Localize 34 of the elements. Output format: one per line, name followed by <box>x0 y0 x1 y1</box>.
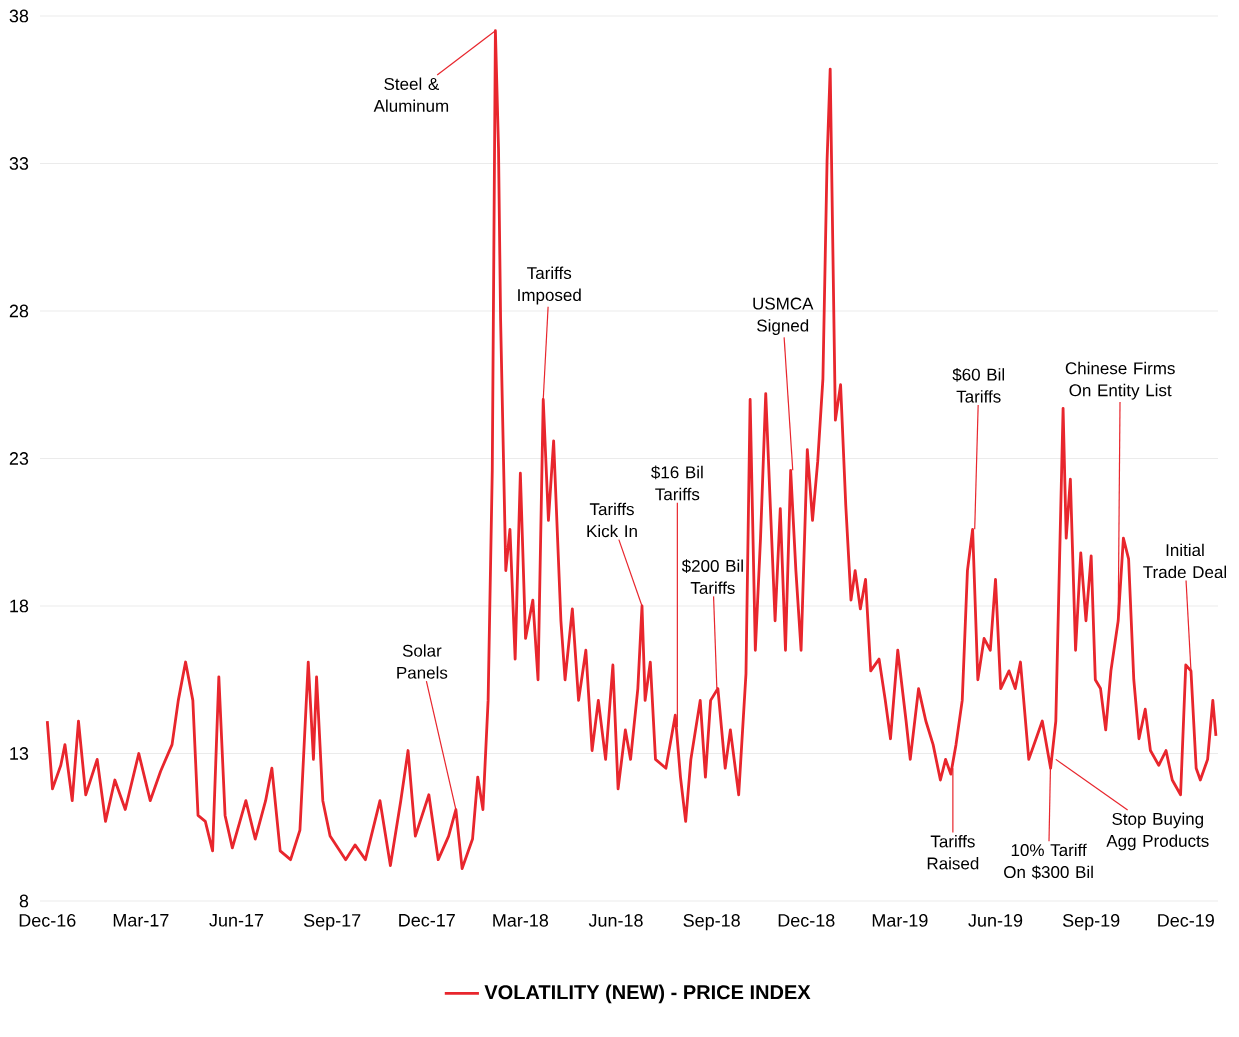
x-tick-label: Jun-18 <box>588 914 643 927</box>
legend-label: VOLATILITY (NEW) - PRICE INDEX <box>484 984 811 1004</box>
annotation: Steel & Aluminum <box>373 77 449 112</box>
x-tick-label: Jun-19 <box>968 914 1023 927</box>
annotation: Solar Panels <box>397 644 448 679</box>
x-tick-label: Dec-16 <box>19 914 76 927</box>
y-tick-label: 33 <box>9 157 29 170</box>
y-tick-label: 28 <box>9 304 29 318</box>
annotation: Tariffs Raised <box>927 834 979 870</box>
annotation: Tariffs Imposed <box>518 266 581 305</box>
x-tick-label: Sep-18 <box>683 914 740 931</box>
annotation: 10% Tariff On $300 Bil <box>1004 843 1093 880</box>
x-tick-label: Mar-18 <box>493 914 549 927</box>
annotation: USMCA Signed <box>753 297 814 335</box>
annotation: $16 Bil Tariffs <box>651 465 703 501</box>
annotation: $60 Bil Tariffs <box>952 367 1005 403</box>
annotation: Tariffs Kick In <box>587 502 637 538</box>
annotation: $200 Bil Tariffs <box>681 559 743 594</box>
annotation: Stop Buying Agg Products <box>1106 812 1209 851</box>
y-tick-label: 13 <box>10 747 29 760</box>
y-tick-label: 8 <box>19 894 29 908</box>
x-tick-label: Mar-19 <box>872 914 928 927</box>
y-tick-label: 18 <box>10 599 29 613</box>
x-tick-label: Jun-17 <box>209 914 264 927</box>
x-tick-label: Sep-17 <box>303 914 361 931</box>
x-tick-label: Dec-17 <box>399 914 455 927</box>
x-tick-label: Mar-17 <box>113 914 169 927</box>
annotation: Initial Trade Deal <box>1143 543 1227 579</box>
y-tick-label: 38 <box>9 9 29 23</box>
annotation: Chinese Firms On Entity List <box>1065 361 1175 400</box>
x-tick-label: Sep-19 <box>1062 914 1120 931</box>
x-tick-label: Dec-19 <box>1158 914 1214 927</box>
y-tick-label: 23 <box>9 452 29 465</box>
x-tick-label: Dec-18 <box>778 914 835 927</box>
